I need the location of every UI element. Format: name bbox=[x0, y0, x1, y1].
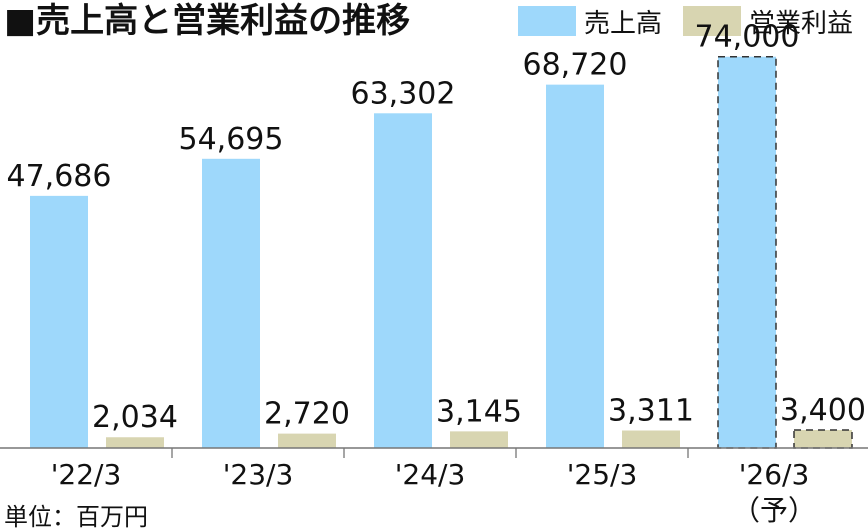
bar-operating-profit bbox=[106, 437, 164, 448]
data-label-sales: 47,686 bbox=[7, 159, 112, 194]
x-tick-label: '26/3 bbox=[739, 458, 810, 491]
bar-sales bbox=[30, 195, 88, 448]
data-label-operating-profit: 3,400 bbox=[780, 393, 866, 428]
x-tick-note: （予） bbox=[732, 494, 816, 527]
bar-sales bbox=[717, 55, 777, 449]
legend-label-operating-profit: 営業利益 bbox=[749, 8, 854, 39]
x-tick-label: '22/3 bbox=[51, 458, 122, 491]
bar-operating-profit bbox=[793, 429, 853, 449]
data-label-sales: 74,000 bbox=[695, 20, 800, 55]
data-label-sales: 68,720 bbox=[523, 48, 628, 83]
data-label-sales: 63,302 bbox=[351, 76, 456, 111]
bar-operating-profit bbox=[622, 430, 680, 448]
legend-item-operating-profit: 営業利益 bbox=[683, 6, 853, 39]
x-tick-label: '25/3 bbox=[567, 458, 638, 491]
chart-title: ■売上高と営業利益の推移 bbox=[4, 1, 411, 41]
data-label-operating-profit: 2,720 bbox=[264, 397, 350, 432]
bar-sales bbox=[202, 158, 260, 449]
bar-operating-profit bbox=[278, 433, 336, 448]
bar-sales bbox=[546, 84, 604, 448]
data-label-operating-profit: 3,145 bbox=[436, 394, 522, 429]
legend-swatch-operating-profit bbox=[683, 6, 741, 36]
legend-label-sales: 売上高 bbox=[584, 8, 663, 39]
data-label-sales: 54,695 bbox=[179, 122, 284, 157]
legend-swatch-sales bbox=[518, 6, 576, 36]
bar-operating-profit bbox=[450, 431, 508, 448]
data-label-operating-profit: 2,034 bbox=[92, 400, 178, 435]
legend-item-sales: 売上高 bbox=[518, 6, 662, 39]
data-label-operating-profit: 3,311 bbox=[608, 393, 694, 428]
x-tick-label: '24/3 bbox=[395, 458, 466, 491]
unit-label: 単位：百万円 bbox=[4, 503, 148, 531]
bar-sales bbox=[374, 113, 432, 448]
x-tick-label: '23/3 bbox=[223, 458, 294, 491]
